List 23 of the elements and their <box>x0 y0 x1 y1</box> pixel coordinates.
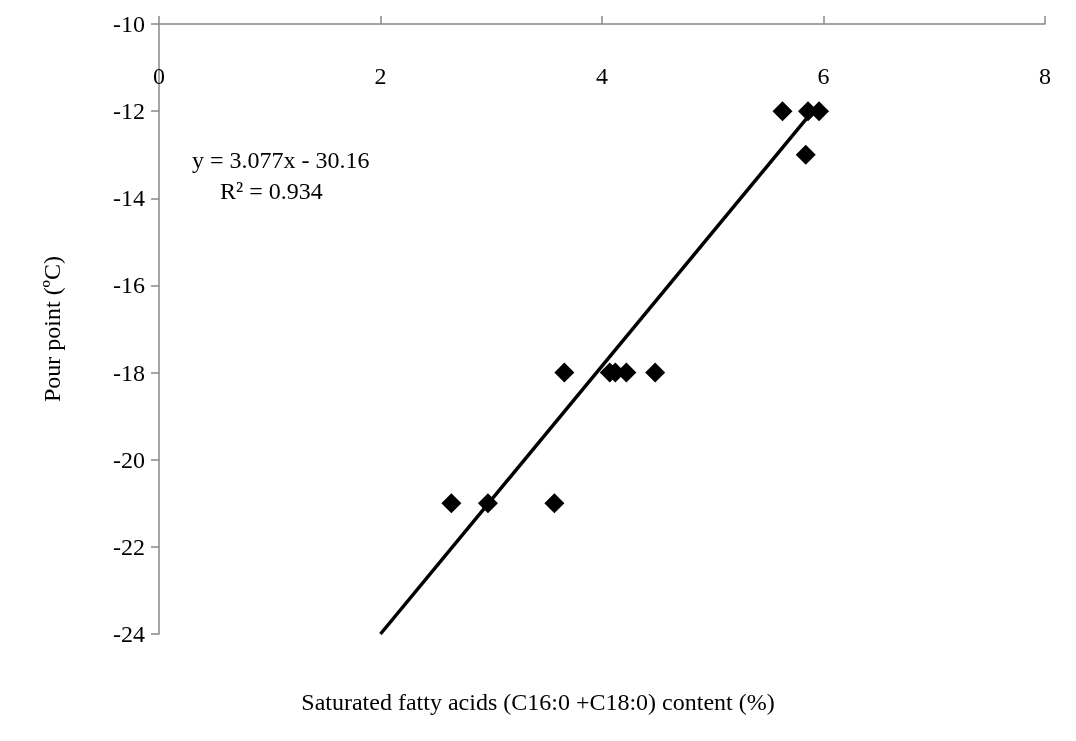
x-tick-label: 2 <box>374 63 387 89</box>
y-tick-label: -16 <box>113 272 145 299</box>
y-tick-label: -22 <box>113 533 145 560</box>
x-tick-label: 8 <box>1039 63 1051 89</box>
point <box>441 493 462 514</box>
x-tick-label: 0 <box>153 63 165 89</box>
point <box>645 362 666 383</box>
annotation: R² = 0.934 <box>220 178 323 204</box>
y-tick-label: -20 <box>113 446 145 473</box>
y-axis-title: Pour point (ºC) <box>39 255 65 403</box>
y-tick-label: -24 <box>113 621 145 647</box>
y-tick-label: -18 <box>113 359 145 386</box>
point <box>772 101 793 122</box>
annotation: y = 3.077x - 30.16 <box>192 147 370 173</box>
point <box>544 493 565 514</box>
y-tick-label: -14 <box>113 185 145 212</box>
x-axis-title: Saturated fatty acids (C16:0 +C18:0) content (%) <box>301 689 775 715</box>
x-tick-label: 4 <box>596 63 608 89</box>
x-tick-label: 6 <box>817 63 830 89</box>
point <box>554 362 575 383</box>
y-tick-label: -12 <box>113 98 145 125</box>
y-tick-label: -10 <box>113 11 145 37</box>
point <box>795 144 816 165</box>
